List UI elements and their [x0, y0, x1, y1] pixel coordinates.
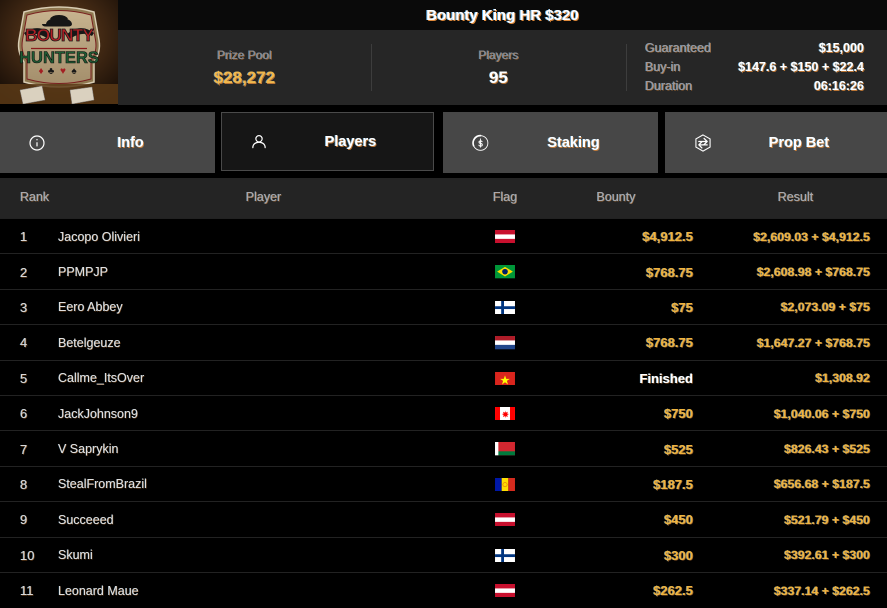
svg-text:♣: ♣ — [48, 66, 55, 77]
svg-text:BOUNTY: BOUNTY — [25, 25, 94, 45]
svg-text:$: $ — [478, 138, 483, 148]
svg-text:♠: ♠ — [71, 66, 77, 77]
svg-text:♦: ♦ — [38, 66, 43, 77]
svg-text:♥: ♥ — [60, 66, 66, 77]
svg-text:HUNTERS: HUNTERS — [19, 49, 99, 67]
